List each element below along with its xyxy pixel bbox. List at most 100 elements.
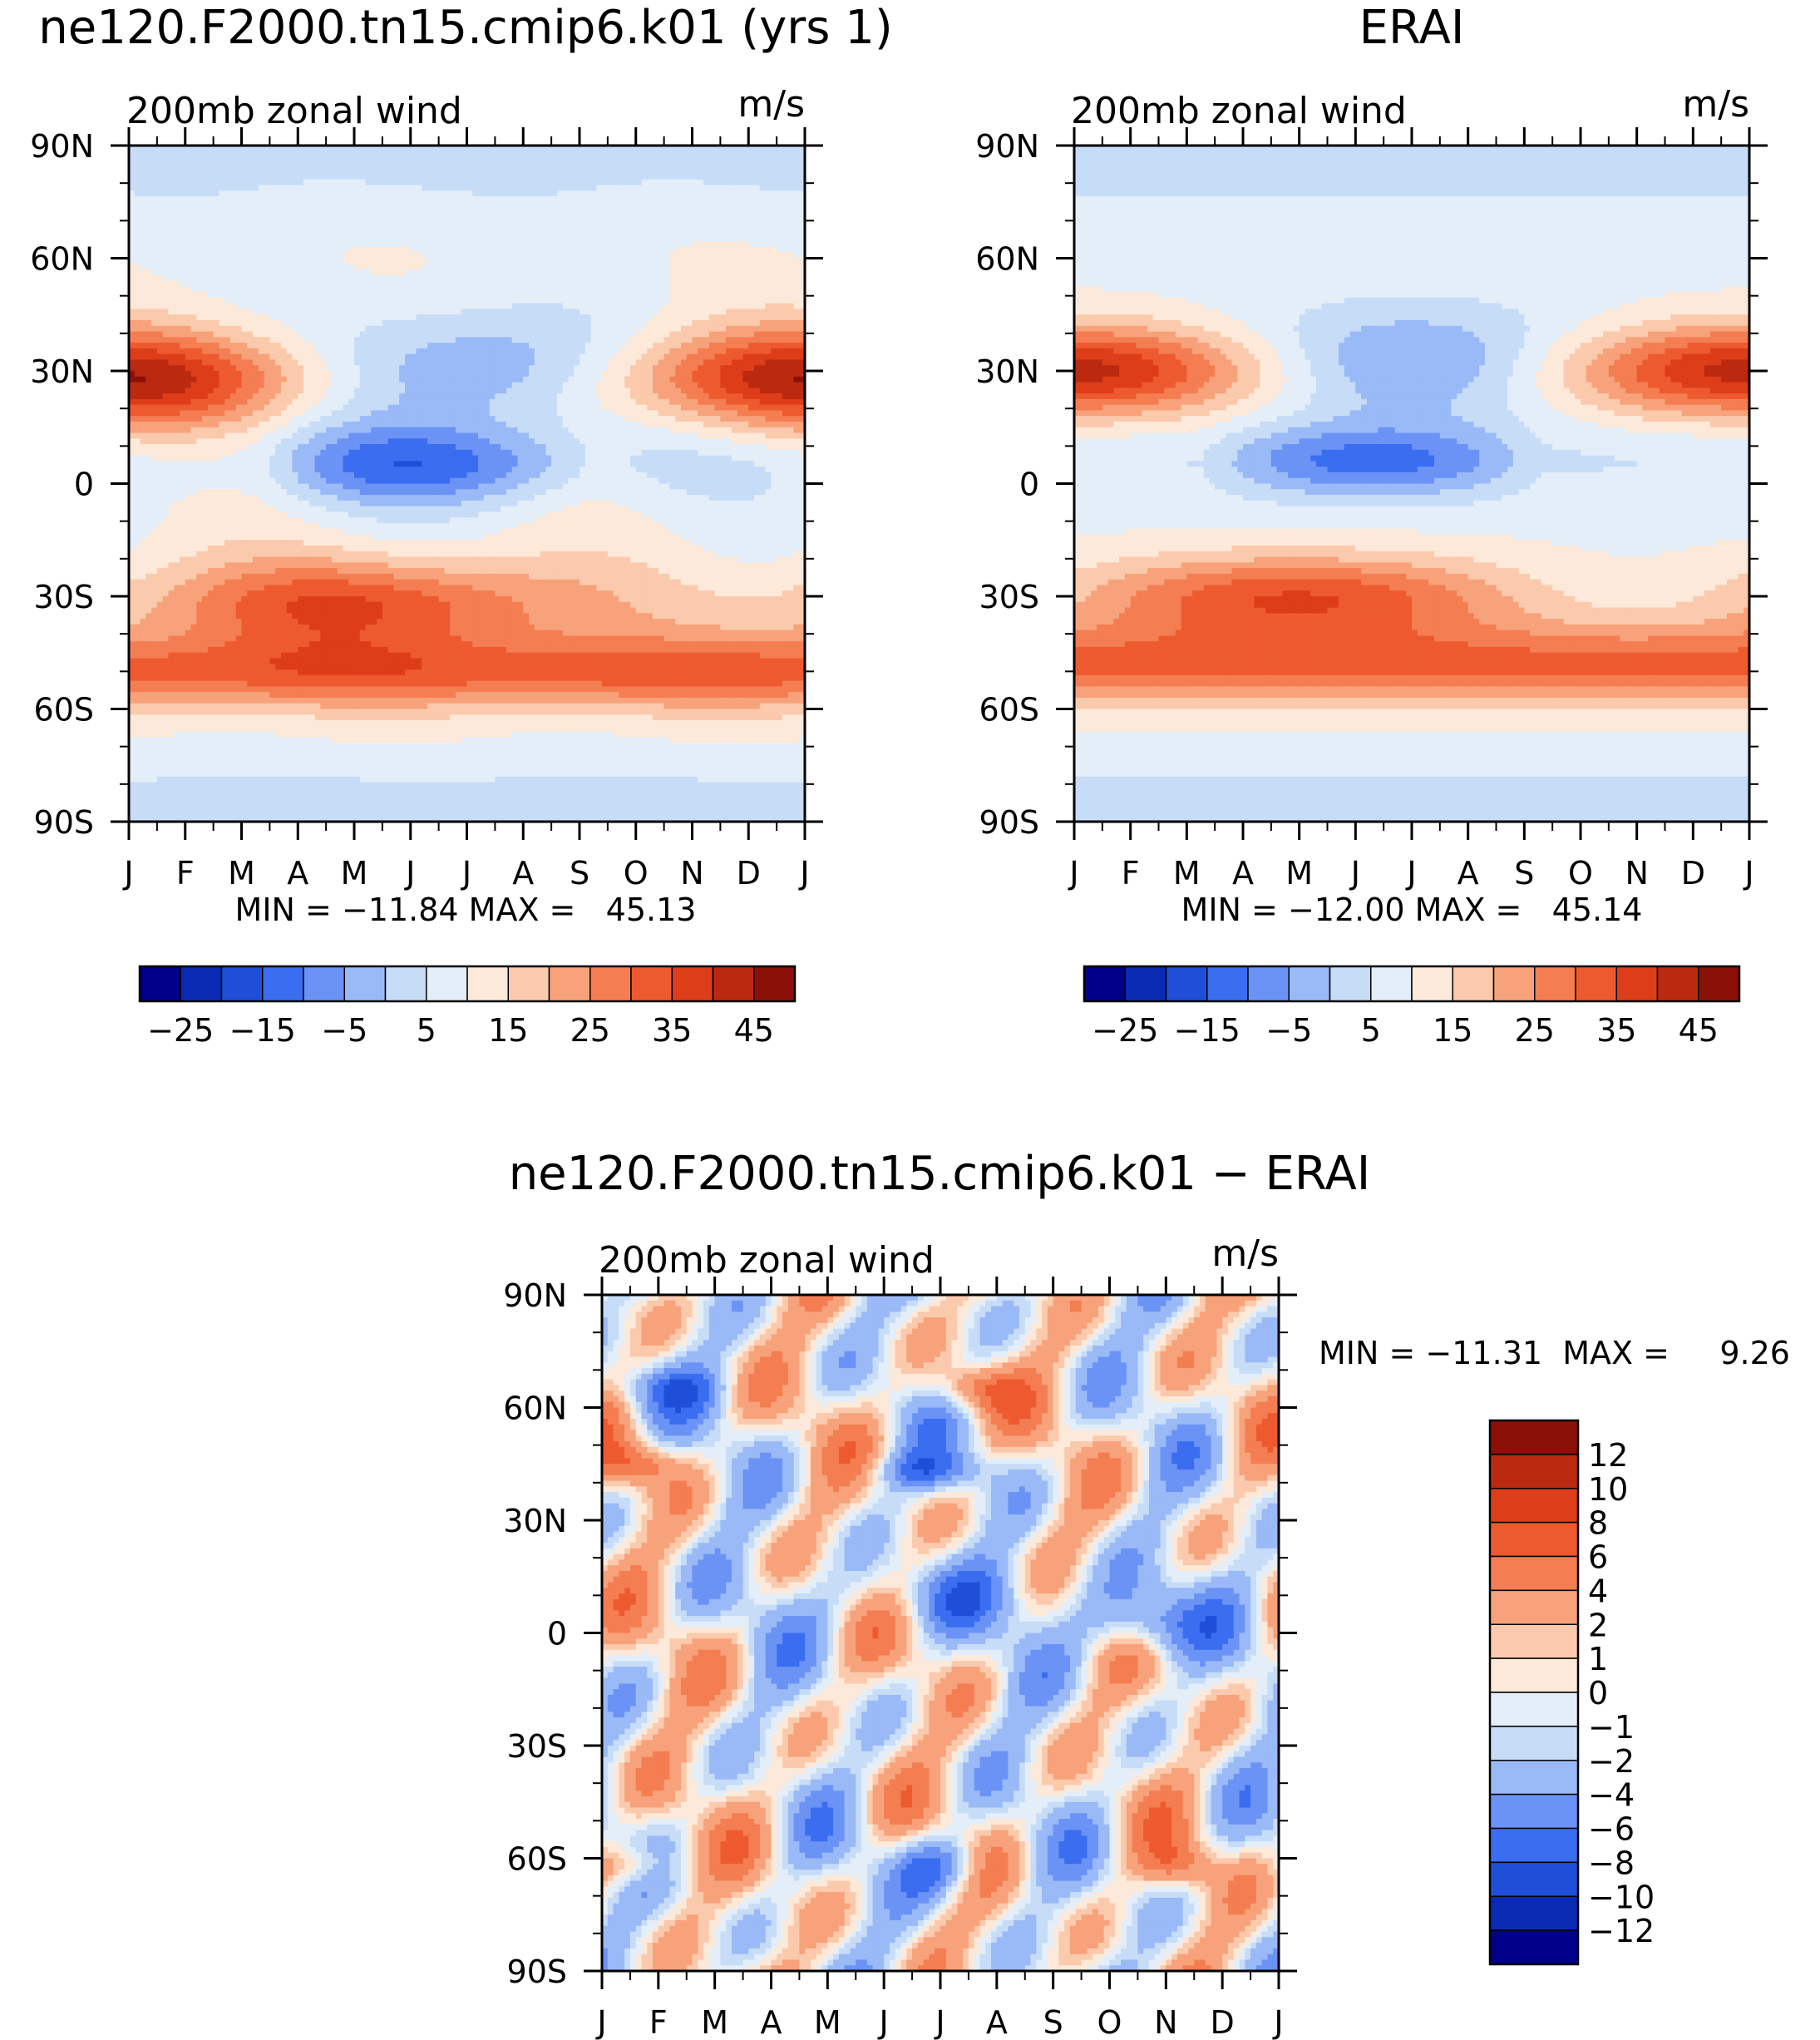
field-cell [224,224,231,231]
field-cell [162,201,170,209]
field-cell [146,190,152,197]
field-cell [472,376,479,383]
field-cell [235,292,243,299]
field-cell [551,297,558,304]
field-cell [613,325,620,333]
field-cell [731,269,738,276]
field-cell [624,297,631,304]
field-cell [269,146,276,152]
field-cell [264,151,270,158]
field-cell [224,343,231,349]
field-cell [799,241,805,248]
field-cell [235,230,243,237]
field-cell [162,224,170,231]
field-cell [771,353,777,361]
field-cell [377,168,383,175]
field-cell [129,309,136,315]
field-cell [326,269,333,276]
field-cell [308,213,316,220]
field-cell [556,274,564,282]
field-cell [241,274,248,282]
field-cell [602,274,609,282]
field-cell [540,331,546,338]
field-cell [168,376,175,383]
field-cell [422,246,428,254]
field-cell [675,252,682,259]
field-cell [422,269,428,276]
field-cell [551,162,558,169]
field-cell [580,224,586,231]
field-cell [523,190,530,197]
field-cell [432,252,440,259]
field-cell [624,201,631,209]
field-cell [765,185,772,191]
field-cell [129,325,136,333]
field-cell [619,219,625,225]
field-cell [404,325,412,333]
field-cell [258,219,265,225]
field-cell [258,325,265,333]
field-cell [280,269,288,276]
field-cell [708,235,716,242]
field-cell [450,348,456,355]
field-cell [495,195,501,203]
field-cell [635,201,643,209]
field-cell [545,162,552,169]
field-cell [495,156,501,163]
field-cell [584,359,592,366]
field-cell [190,252,197,259]
field-cell [146,286,152,293]
field-cell [286,280,293,287]
field-cell [737,371,744,378]
field-cell [545,213,552,220]
field-cell [292,348,298,355]
field-cell [629,190,637,197]
field-cell [146,264,152,270]
field-cell [703,213,710,220]
field-cell [624,337,631,343]
field-cell [607,151,614,158]
field-cell [140,219,146,225]
field-cell [754,230,761,237]
field-cell [247,264,254,270]
field-cell [517,320,524,327]
field-cell [529,230,535,237]
field-cell [432,213,440,220]
field-cell [529,320,535,327]
field-cell [269,274,276,282]
field-cell [202,173,209,180]
field-cell [466,297,473,304]
field-cell [365,252,372,259]
field-cell [140,286,146,293]
field-cell [404,320,412,327]
field-cell [298,337,304,343]
field-cell [759,325,767,333]
field-cell [298,359,304,366]
field-cell [377,179,383,186]
field-cell [343,246,349,254]
field-cell [534,371,541,378]
field-cell [748,246,755,254]
field-cell [698,280,704,287]
field-cell [799,179,805,186]
field-cell [247,297,254,304]
field-cell [742,337,749,343]
field-cell [624,280,631,287]
field-cell [229,286,237,293]
field-cell [799,314,805,321]
field-cell [635,337,643,343]
field-cell [506,162,513,169]
field-cell [596,207,603,214]
field-cell [314,241,321,248]
field-cell [799,348,805,355]
field-cell [698,230,704,237]
field-cell [759,320,767,327]
field-cell [387,280,395,287]
field-cell [432,224,440,231]
field-cell [529,213,535,220]
field-cell [793,252,800,259]
field-cell [190,303,197,310]
field-cell [314,156,321,163]
field-cell [280,331,288,338]
field-cell [619,325,625,333]
